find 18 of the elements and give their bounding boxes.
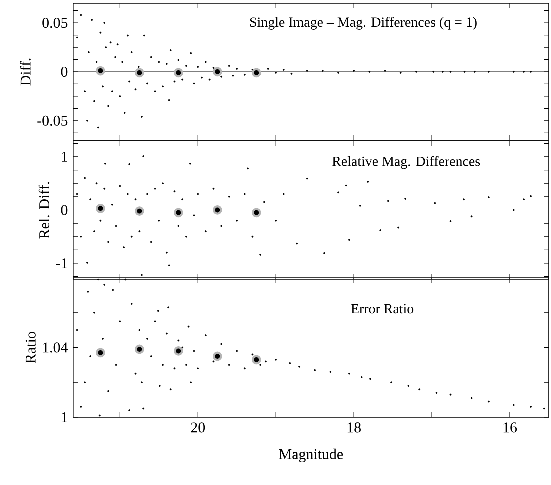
y-tick-label: 1 [62,152,68,162]
y-tick-label: 1.04 [43,342,68,353]
y-tick-label: 0 [61,66,68,78]
x-axis-title: Magnitude [279,448,344,462]
y-axis-title: Ratio [26,332,36,364]
x-tick-label: 18 [348,422,361,433]
y-tick-label: 0 [61,205,68,216]
y-tick-label: 0.05 [42,18,68,28]
y-tick-label: -0.05 [38,116,68,126]
x-tick-label: 20 [191,422,206,433]
y-axis-title: Diff. [20,58,31,86]
text: Single Image – Mag. Differences (q = 1) [250,17,477,30]
y-tick-label: 1 [62,412,68,422]
y-axis-title: Rel. Diff. [38,182,50,239]
text: Error Ratio [351,304,414,314]
x-tick-label: 16 [504,422,518,433]
text: Relative Mag. Differences [332,156,480,170]
y-tick-label: -1 [56,258,68,268]
